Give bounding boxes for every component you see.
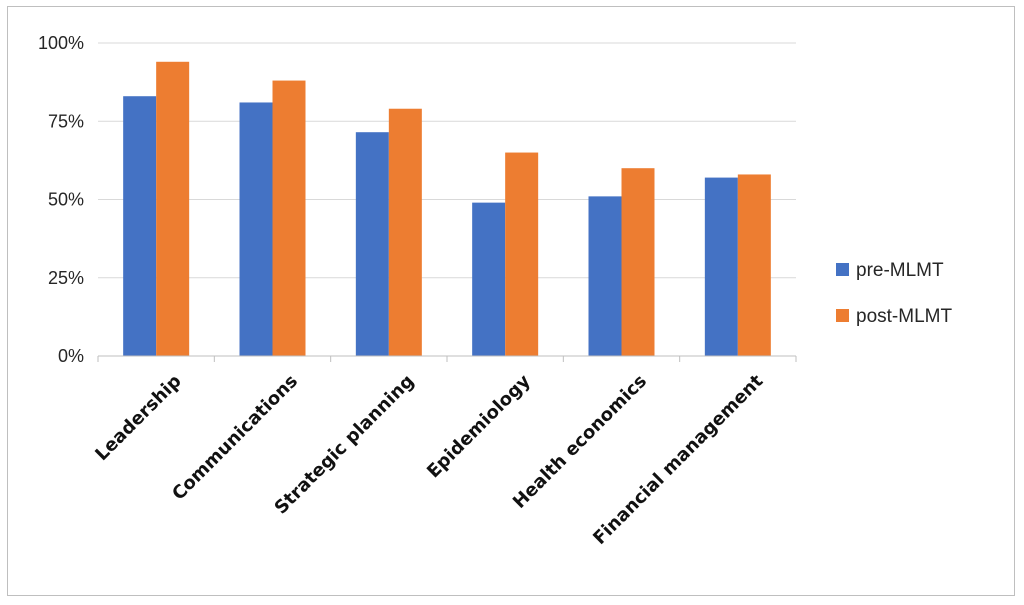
legend-swatch — [836, 309, 849, 322]
bar-pre-mlmt-financial-management — [704, 177, 738, 356]
bar-post-mlmt-strategic-planning — [388, 108, 422, 356]
legend-label: pre-MLMT — [856, 260, 944, 281]
bar-pre-mlmt-epidemiology — [472, 202, 506, 356]
bar-post-mlmt-communications — [272, 80, 306, 356]
category-label: Leadership — [91, 371, 185, 465]
y-axis-tick-labels: 0% 25% 50% 75% 100% — [38, 33, 84, 366]
bar-pre-mlmt-strategic-planning — [355, 132, 389, 356]
bars — [123, 61, 771, 357]
y-tick-label: 50% — [48, 190, 84, 210]
y-tick-label: 100% — [38, 33, 84, 53]
bar-post-mlmt-health-economics — [621, 168, 655, 356]
y-tick-label: 75% — [48, 111, 84, 131]
bar-pre-mlmt-leadership — [123, 96, 157, 357]
gridlines — [98, 42, 796, 279]
y-tick-label: 25% — [48, 268, 84, 288]
legend: pre-MLMT post-MLMT — [836, 260, 952, 327]
bar-post-mlmt-epidemiology — [505, 152, 539, 356]
category-label: Health economics — [509, 371, 651, 513]
x-axis-ticks — [97, 356, 797, 362]
bar-pre-mlmt-communications — [239, 102, 273, 356]
category-label: Communications — [168, 371, 302, 505]
bar-post-mlmt-leadership — [156, 61, 190, 356]
legend-label: post-MLMT — [856, 306, 952, 327]
y-tick-label: 0% — [58, 346, 84, 366]
bar-pre-mlmt-health-economics — [588, 196, 622, 356]
legend-swatch — [836, 263, 849, 276]
bar-post-mlmt-financial-management — [737, 174, 771, 356]
category-label: Epidemiology — [423, 370, 535, 482]
